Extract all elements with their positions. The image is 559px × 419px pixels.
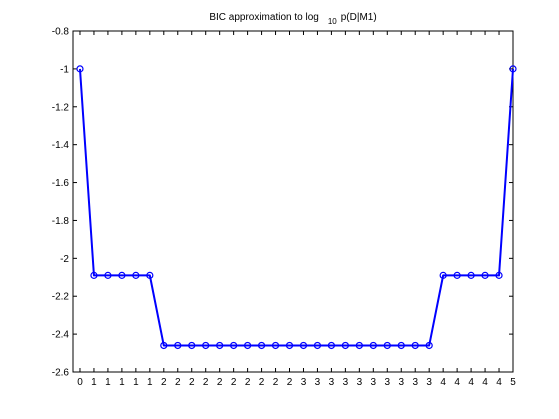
data-point <box>174 341 182 350</box>
x-tick-label: 2 <box>287 377 293 388</box>
x-tick-label: 2 <box>259 377 265 388</box>
data-point <box>146 271 154 279</box>
x-tick-label: 2 <box>203 377 209 388</box>
y-tick-label: -1 <box>60 64 69 75</box>
x-tick-label: 3 <box>315 377 321 388</box>
data-point <box>160 341 168 350</box>
x-tick-label: 3 <box>343 377 349 388</box>
y-tick-label: -1.8 <box>52 216 70 227</box>
x-tick-label: 4 <box>468 377 474 388</box>
x-tick-label: 3 <box>329 377 335 388</box>
x-tick-label: 0 <box>77 377 83 388</box>
data-point <box>188 341 196 350</box>
x-tick-label: 5 <box>510 377 516 388</box>
series-layer <box>76 65 517 350</box>
data-point <box>439 271 447 279</box>
x-tick-label: 4 <box>454 377 460 388</box>
x-tick-label: 3 <box>426 377 432 388</box>
data-point <box>104 271 112 279</box>
data-point <box>495 271 503 279</box>
x-tick-label: 3 <box>398 377 404 388</box>
y-tick-label: -2.4 <box>52 330 70 341</box>
y-tick-label: -1.4 <box>52 140 70 151</box>
y-tick-label: -1.2 <box>52 102 70 113</box>
x-tick-label: 3 <box>301 377 307 388</box>
x-tick-label: 1 <box>147 377 153 388</box>
chart-title-subscript: 10 <box>328 17 337 26</box>
x-tick-label: 1 <box>119 377 125 388</box>
data-point <box>257 341 266 350</box>
y-tick-label: -0.8 <box>52 27 70 38</box>
data-point <box>327 341 336 350</box>
chart-title-main: BIC approximation to log <box>209 12 319 23</box>
x-tick-label: 2 <box>245 377 251 388</box>
y-tick-label: -2 <box>60 254 69 265</box>
y-tick-label: -1.6 <box>52 178 70 189</box>
data-point <box>369 341 377 350</box>
data-point <box>397 341 405 350</box>
data-point <box>411 341 419 350</box>
y-tick-label: -2.2 <box>52 292 70 303</box>
data-point <box>425 341 433 350</box>
series-line <box>78 68 514 347</box>
data-point <box>341 341 349 350</box>
x-tick-label: 1 <box>105 377 111 388</box>
x-tick-label: 3 <box>412 377 418 388</box>
data-point <box>90 271 98 279</box>
x-tick-label: 2 <box>175 377 181 388</box>
data-point <box>467 271 475 279</box>
chart-title: BIC approximation to log 10 p(D|M1) <box>209 12 376 26</box>
x-tick-label: 4 <box>496 377 502 388</box>
data-point <box>118 271 126 279</box>
data-point <box>230 341 238 350</box>
data-point <box>271 341 280 350</box>
x-tick-label: 3 <box>385 377 391 388</box>
x-tick-label: 2 <box>217 377 223 388</box>
x-tick-label: 4 <box>440 377 446 388</box>
x-tick-label: 4 <box>482 377 488 388</box>
data-point <box>132 271 140 279</box>
y-axis: -0.8 -1 -1.2 -1.4 -1.6 -1.8 -2 -2.2 -2.4 -2.6 <box>52 27 513 379</box>
data-point <box>202 341 210 350</box>
data-point <box>313 341 322 350</box>
y-tick-label: -2.6 <box>52 368 70 379</box>
data-point <box>76 65 84 73</box>
plot-area <box>72 30 514 373</box>
x-tick-label: 2 <box>231 377 237 388</box>
x-tick-label: 3 <box>371 377 377 388</box>
data-point <box>509 65 517 73</box>
x-tick-label: 1 <box>91 377 97 388</box>
x-tick-label: 2 <box>161 377 167 388</box>
data-point <box>355 341 363 350</box>
x-tick-label: 2 <box>189 377 195 388</box>
x-tick-label: 2 <box>273 377 279 388</box>
data-point <box>244 341 252 350</box>
x-tick-label: 3 <box>357 377 363 388</box>
chart-title-tail: p(D|M1) <box>341 12 377 23</box>
data-point <box>481 271 489 279</box>
data-point <box>299 341 308 350</box>
data-point <box>453 271 461 279</box>
data-point <box>216 341 224 350</box>
data-point <box>383 341 391 350</box>
x-tick-label: 1 <box>133 377 139 388</box>
data-point <box>285 341 294 350</box>
